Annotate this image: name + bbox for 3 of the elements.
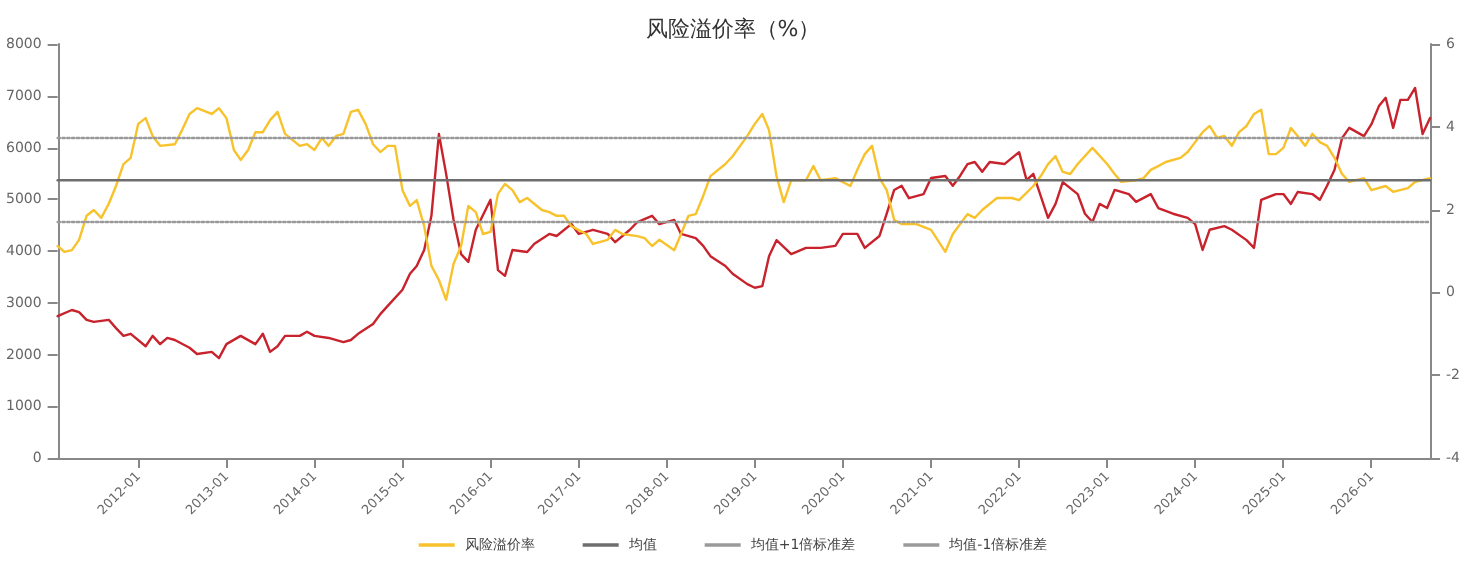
chart-title: 风险溢价率（%）: [645, 16, 821, 42]
line-series: [56, 106, 1432, 302]
line-series: [56, 86, 1432, 360]
